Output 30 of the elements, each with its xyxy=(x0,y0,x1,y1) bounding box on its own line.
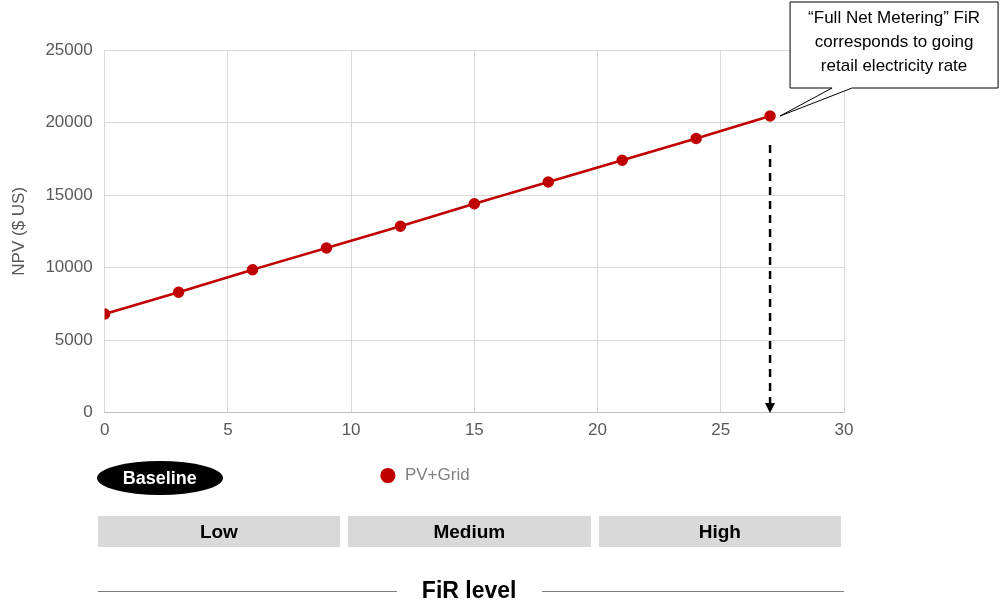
point xyxy=(542,176,555,188)
point xyxy=(616,154,628,166)
y-axis-title: NPV ($ US) xyxy=(8,186,28,276)
text: FiR level xyxy=(421,577,517,604)
y-tick-label: 15000 xyxy=(45,184,93,204)
point xyxy=(246,263,259,276)
x-tick-label: 0 xyxy=(99,420,110,440)
point xyxy=(690,132,702,145)
x-tick-label: 20 xyxy=(588,420,608,440)
x-tick-label: 5 xyxy=(223,420,233,440)
x-tick-label: 30 xyxy=(834,420,854,440)
point xyxy=(172,286,185,298)
x-tick-label: 25 xyxy=(711,420,731,440)
x-tick-label: 10 xyxy=(341,420,361,440)
x-tick-label: 15 xyxy=(464,420,484,440)
y-tick-label: 0 xyxy=(83,402,93,422)
point xyxy=(468,197,481,210)
point xyxy=(764,110,776,122)
text: High xyxy=(598,516,841,547)
y-tick-label: 20000 xyxy=(45,112,93,132)
text: Low xyxy=(97,516,341,547)
text: Medium xyxy=(348,516,591,547)
point xyxy=(320,242,333,254)
point xyxy=(394,220,407,232)
ref-line-label: “Full Net Metering” FiR corresponds to going retail electricity rate xyxy=(808,8,981,76)
y-tick-label: 25000 xyxy=(45,39,93,59)
y-tick-label: 10000 xyxy=(45,257,93,277)
y-tick-label: 5000 xyxy=(54,329,93,349)
text: Baseline xyxy=(96,461,223,495)
legend-label: PV+Grid xyxy=(404,465,470,485)
